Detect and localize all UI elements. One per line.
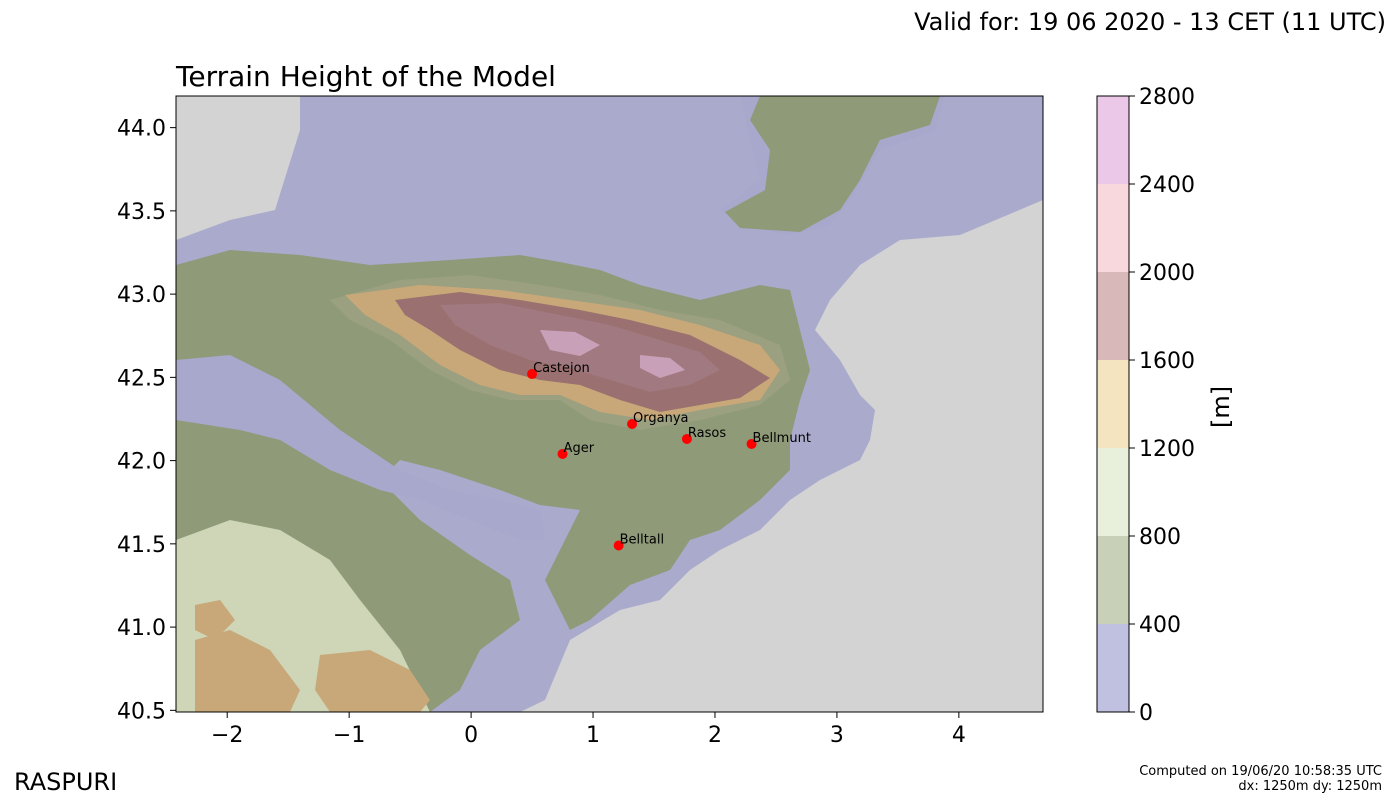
colorbar-band	[1097, 184, 1129, 272]
x-axis: −2 −1 0 1 2 3 4	[211, 712, 966, 748]
y-tick-label: 40.5	[117, 699, 166, 724]
colorbar-tick-label: 2400	[1139, 173, 1195, 198]
y-tick-label: 43.0	[117, 283, 166, 308]
colorbar-band	[1097, 624, 1129, 712]
grid-resolution: dx: 1250m dy: 1250m	[1238, 779, 1382, 794]
colorbar-tick-label: 800	[1139, 525, 1181, 550]
valid-time-label: Valid for: 19 06 2020 - 13 CET (11 UTC)	[914, 8, 1386, 36]
colorbar-band	[1097, 272, 1129, 360]
x-tick-label: 0	[464, 723, 478, 748]
colorbar-unit-label: [m]	[1207, 386, 1235, 428]
station-marker	[527, 369, 538, 380]
station-marker	[746, 438, 757, 449]
brand-label: RASPURI	[14, 768, 118, 796]
terrain-band-2400-2800	[540, 330, 685, 378]
map-title: Terrain Height of the Model	[176, 60, 556, 93]
colorbar-tick-label: 1600	[1139, 349, 1195, 374]
colorbar-band	[1097, 448, 1129, 536]
x-tick-label: 3	[830, 723, 844, 748]
y-axis: 40.5 41.0 41.5 42.0 42.5 43.0 43.5 44.0	[117, 117, 176, 724]
colorbar-tick-label: 400	[1139, 613, 1181, 638]
computed-info: Computed on 19/06/20 10:58:35 UTC dx: 12…	[1139, 764, 1382, 794]
colorbar-frame	[1096, 95, 1130, 713]
colorbar-tick-label: 1200	[1139, 437, 1195, 462]
station-label: Organya	[633, 411, 688, 426]
x-tick-label: 4	[952, 723, 966, 748]
y-tick-label: 42.0	[117, 450, 166, 475]
y-tick-label: 43.5	[117, 200, 166, 225]
map-plot-area	[176, 96, 1043, 712]
colorbar-band	[1097, 360, 1129, 448]
station-marker	[613, 540, 624, 551]
station-label: Bellmunt	[753, 431, 811, 446]
colorbar-tick-label: 0	[1139, 701, 1153, 726]
map-frame	[175, 95, 1044, 713]
station-label: Belltall	[620, 533, 664, 548]
station-label: Rasos	[688, 426, 726, 441]
colorbar-band	[1097, 96, 1129, 184]
station-marker	[627, 418, 638, 429]
station-marker	[681, 433, 692, 444]
computed-timestamp: Computed on 19/06/20 10:58:35 UTC	[1139, 764, 1382, 779]
colorbar-tick-label: 2800	[1139, 85, 1195, 110]
y-tick-label: 41.5	[117, 533, 166, 558]
colorbar: 0 400 800 1200 1600 2000 2400 2800	[1096, 85, 1195, 726]
y-tick-label: 44.0	[117, 117, 166, 142]
x-tick-label: 2	[708, 723, 722, 748]
station-marker	[557, 448, 568, 459]
station-label: Ager	[564, 441, 595, 456]
colorbar-tick-label: 2000	[1139, 261, 1195, 286]
terrain-band-1200-1600-sw2	[315, 650, 430, 712]
terrain-band-1200-1600-sw	[195, 630, 300, 712]
y-tick-label: 41.0	[117, 616, 166, 641]
x-tick-label: −2	[211, 723, 243, 748]
colorbar-band	[1097, 536, 1129, 624]
y-tick-label: 42.5	[117, 366, 166, 391]
terrain-band-1200-1600-sw3	[195, 600, 235, 640]
x-tick-label: 1	[586, 723, 600, 748]
terrain-band-400-800-ne	[725, 96, 940, 232]
station-label: Castejon	[533, 361, 590, 376]
terrain-lowland-channel	[176, 355, 545, 540]
x-tick-label: −1	[333, 723, 365, 748]
